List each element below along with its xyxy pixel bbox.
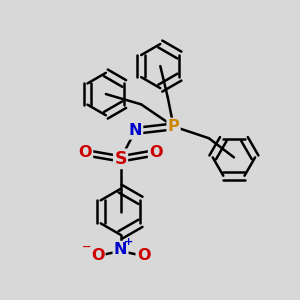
Text: O: O xyxy=(79,146,92,160)
Text: O: O xyxy=(91,248,104,263)
Text: O: O xyxy=(137,248,150,263)
Text: N: N xyxy=(114,242,127,257)
Text: +: + xyxy=(124,237,134,247)
Text: N: N xyxy=(128,123,142,138)
Text: S: S xyxy=(114,150,127,168)
Text: O: O xyxy=(149,146,163,160)
Text: −: − xyxy=(82,242,92,252)
Text: P: P xyxy=(168,119,179,134)
